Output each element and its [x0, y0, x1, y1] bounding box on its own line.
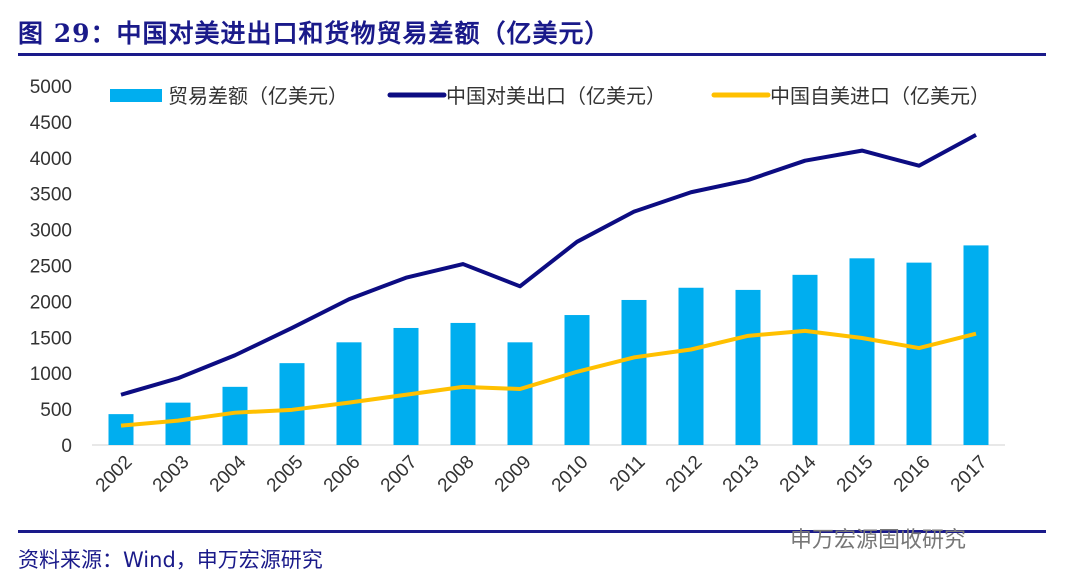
x-tick-label: 2003: [149, 452, 194, 497]
x-tick-label: 2002: [92, 452, 137, 497]
bar-trade-balance: [564, 315, 590, 445]
source-note: 资料来源：Wind，申万宏源研究: [18, 548, 323, 572]
bar-trade-balance: [507, 342, 533, 445]
title-rule: [18, 53, 1046, 56]
y-tick-label: 3500: [30, 185, 72, 206]
bar-trade-balance: [336, 342, 362, 445]
legend-label-import: 中国自美进口（亿美元）: [770, 85, 990, 108]
y-tick-label: 500: [40, 400, 72, 421]
y-tick-label: 1000: [30, 364, 72, 385]
y-tick-label: 2000: [30, 292, 72, 313]
x-tick-label: 2009: [491, 452, 536, 497]
bar-trade-balance: [678, 287, 704, 445]
bar-trade-balance: [963, 245, 989, 445]
line-import: [120, 328, 977, 428]
chart: 0 500 1000 1500 2000 2500 3000 3500 4000 4500 5000…: [30, 77, 1005, 497]
x-tick-label: 2014: [776, 451, 821, 496]
x-tick-label: 2015: [833, 452, 878, 497]
footer-rule: [18, 530, 1046, 533]
bar-trade-balance: [222, 386, 248, 445]
legend-label-trade-balance: 贸易差额（亿美元）: [168, 85, 348, 108]
x-tick-label: 2005: [263, 452, 308, 497]
y-tick-label: 0: [61, 436, 72, 457]
line-export: [120, 133, 977, 397]
x-tick-label: 2013: [719, 452, 764, 497]
bar-trade-balance: [906, 262, 932, 445]
y-tick-label: 4000: [30, 149, 72, 170]
bar-trade-balance: [279, 363, 305, 445]
y-tick-label: 4500: [30, 113, 72, 134]
x-tick-label: 2010: [548, 452, 593, 497]
bar-trade-balance: [849, 258, 875, 445]
y-tick-label: 5000: [30, 77, 72, 98]
figure-title: 图 29：中国对美进出口和货物贸易差额（亿美元）: [18, 19, 611, 48]
legend-swatch-trade-balance: [110, 89, 162, 102]
x-tick-label: 2017: [947, 452, 992, 497]
y-tick-label: 1500: [30, 328, 72, 349]
bar-trade-balance: [450, 322, 476, 445]
x-tick-label: 2012: [662, 452, 707, 497]
watermark: 申万宏源固收研究: [790, 528, 967, 553]
bar-trade-balance: [621, 299, 647, 445]
bar-trade-balance: [108, 414, 134, 445]
y-tick-label: 3000: [30, 221, 72, 242]
x-tick-label: 2006: [320, 452, 365, 497]
legend-label-export: 中国对美出口（亿美元）: [446, 85, 666, 108]
x-tick-label: 2011: [606, 452, 650, 496]
x-tick-label: 2016: [890, 452, 935, 497]
y-tick-label: 2500: [30, 257, 72, 278]
x-tick-label: 2004: [206, 451, 251, 496]
bar-trade-balance: [792, 274, 818, 445]
bar-trade-balance: [735, 289, 761, 445]
x-tick-label: 2007: [377, 452, 422, 497]
bar-trade-balance: [165, 402, 191, 445]
bar-trade-balance: [393, 327, 419, 445]
x-tick-label: 2008: [434, 452, 479, 497]
